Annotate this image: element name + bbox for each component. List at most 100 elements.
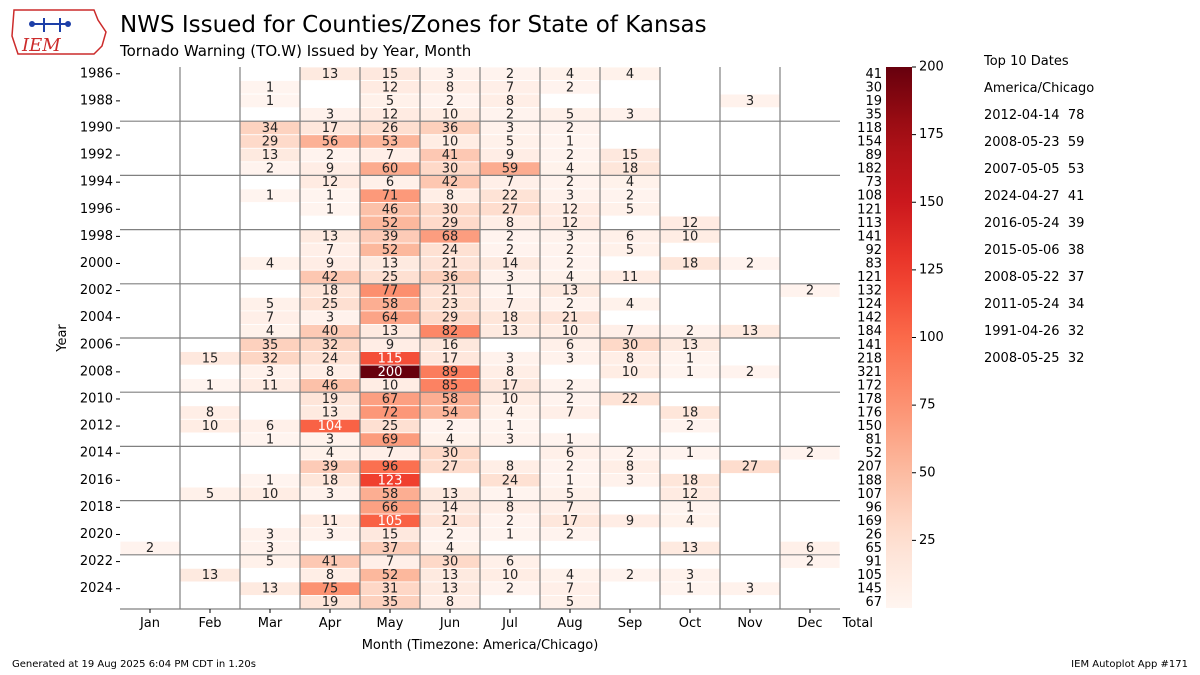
cell-value-label: 1	[206, 378, 214, 393]
year-total-label: 132	[857, 284, 882, 299]
y-tick-label: 2008	[80, 364, 113, 379]
cell-value-label: 104	[318, 419, 343, 434]
cell-value-label: 2	[566, 460, 574, 475]
cell-value-label: 9	[626, 514, 634, 529]
cell-value-label: 39	[322, 460, 339, 475]
cell-value-label: 11	[622, 270, 639, 285]
cell-value-label: 85	[442, 378, 459, 393]
cell-value-label: 35	[262, 338, 279, 353]
cell-value-label: 10	[442, 135, 459, 150]
cell-value-label: 18	[322, 473, 339, 488]
cell-value-label: 3	[626, 473, 634, 488]
cell-value-label: 58	[382, 297, 399, 312]
cell-value-label: 1	[266, 433, 274, 448]
cell-value-label: 2	[746, 256, 754, 271]
cell-value-label: 3	[446, 67, 454, 82]
year-total-label: 89	[865, 148, 882, 163]
year-total-label: 30	[865, 80, 882, 95]
x-tick-label: Feb	[198, 616, 221, 631]
cell-value-label: 30	[442, 555, 459, 570]
cell-value-label: 75	[322, 582, 339, 597]
cell-value-label: 13	[742, 324, 759, 339]
cell-value-label: 21	[442, 514, 459, 529]
year-total-label: 52	[865, 446, 882, 461]
cell-value-label: 1	[326, 202, 334, 217]
cell-value-label: 77	[382, 284, 399, 299]
cell-value-label: 13	[202, 568, 219, 583]
cell-value-label: 1	[566, 473, 574, 488]
cell-value-label: 8	[626, 351, 634, 366]
x-tick-label: Nov	[737, 616, 763, 631]
top10-title: Top 10 Dates	[984, 54, 1069, 69]
y-tick-label: 1986	[80, 66, 113, 81]
cell-value-label: 8	[326, 568, 334, 583]
cell-value-label: 4	[626, 67, 634, 82]
cell-value-label: 7	[566, 582, 574, 597]
cell-value-label: 2	[806, 555, 814, 570]
cell-value-label: 4	[686, 514, 694, 529]
cell-value-label: 2	[626, 189, 634, 204]
top10-date: 2016-05-24 39	[984, 216, 1085, 231]
cell-value-label: 7	[626, 324, 634, 339]
cell-value-label: 5	[566, 487, 574, 502]
year-total-label: 142	[857, 311, 882, 326]
year-total-label: 121	[857, 270, 882, 285]
cell-value-label: 8	[206, 406, 214, 421]
cell-value-label: 9	[326, 256, 334, 271]
x-tick-label: May	[377, 616, 404, 631]
cell-value-label: 2	[626, 446, 634, 461]
cell-value-label: 4	[626, 297, 634, 312]
cell-value-label: 8	[506, 94, 514, 109]
cell-value-label: 1	[506, 527, 514, 542]
top10-date: 2024-04-27 41	[984, 189, 1085, 204]
cell-value-label: 6	[806, 541, 814, 556]
cell-value-label: 10	[202, 419, 219, 434]
cell-value-label: 13	[442, 487, 459, 502]
cell-value-label: 8	[506, 365, 514, 380]
cell-value-label: 1	[326, 189, 334, 204]
cell-value-label: 9	[386, 338, 394, 353]
cell-value-label: 5	[626, 243, 634, 258]
cell-value-label: 7	[506, 297, 514, 312]
y-tick-label: 1996	[80, 202, 113, 217]
cell-value-label: 3	[746, 94, 754, 109]
y-tick-label: 2012	[80, 419, 113, 434]
cell-value-label: 29	[442, 216, 459, 231]
year-total-label: 92	[865, 243, 882, 258]
cell-value-label: 1	[266, 473, 274, 488]
cell-value-label: 12	[682, 487, 699, 502]
year-total-label: 107	[857, 487, 882, 502]
footer-app: IEM Autoplot App #171	[1071, 659, 1188, 670]
cell-value-label: 3	[506, 270, 514, 285]
cell-value-label: 13	[442, 582, 459, 597]
year-total-label: 113	[857, 216, 882, 231]
cell-value-label: 2	[566, 297, 574, 312]
cell-value-label: 29	[262, 135, 279, 150]
cell-value-label: 3	[506, 433, 514, 448]
year-total-label: 145	[857, 582, 882, 597]
cell-value-label: 12	[562, 202, 579, 217]
x-tick-label: Oct	[679, 616, 701, 631]
colorbar-tick-label: 50	[919, 465, 936, 480]
logo-text: IEM	[21, 35, 61, 56]
cell-value-label: 18	[682, 256, 699, 271]
cell-value-label: 8	[326, 365, 334, 380]
cell-value-label: 68	[442, 229, 459, 244]
cell-value-label: 4	[506, 406, 514, 421]
chart-title: NWS Issued for Counties/Zones for State …	[120, 12, 707, 38]
cell-value-label: 3	[326, 487, 334, 502]
y-tick-label: 2010	[80, 391, 113, 406]
cell-value-label: 8	[446, 189, 454, 204]
cell-value-label: 13	[682, 338, 699, 353]
cell-value-label: 115	[378, 351, 403, 366]
cell-value-label: 17	[442, 351, 459, 366]
cell-value-label: 2	[506, 67, 514, 82]
cell-value-label: 2	[506, 243, 514, 258]
cell-value-label: 3	[266, 527, 274, 542]
cell-value-label: 6	[626, 229, 634, 244]
top10-timezone: America/Chicago	[984, 81, 1095, 96]
cell-value-label: 2	[506, 229, 514, 244]
cell-value-label: 2	[506, 582, 514, 597]
x-tick-label: Aug	[557, 616, 582, 631]
cell-value-label: 18	[682, 473, 699, 488]
